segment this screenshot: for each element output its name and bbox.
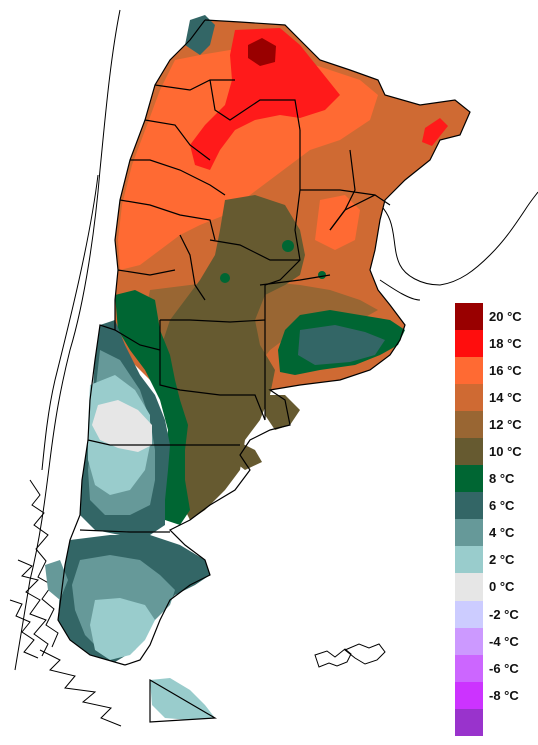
temperature-legend: 20 °C 18 °C 16 °C 14 °C 12 °C 10 °C 8 °C 6 °C 4 …: [455, 303, 535, 736]
legend-item: -4 °C: [455, 627, 535, 655]
malvinas-islands: [314, 643, 386, 668]
legend-swatch: [455, 654, 483, 682]
legend-item: 2 °C: [455, 546, 535, 574]
legend-item: 16 °C: [455, 357, 535, 385]
legend-label: -6 °C: [489, 660, 519, 676]
legend-label: 16 °C: [489, 363, 522, 379]
legend-swatch: [455, 411, 483, 439]
legend-swatch: [455, 627, 483, 655]
legend-swatch: [455, 519, 483, 547]
legend-item: -8 °C: [455, 681, 535, 709]
legend-label: 18 °C: [489, 336, 522, 352]
legend-item: 4 °C: [455, 519, 535, 547]
legend-item: 20 °C: [455, 303, 535, 331]
legend-swatch: [455, 681, 483, 709]
legend-label: 14 °C: [489, 390, 522, 406]
legend-swatch: [455, 357, 483, 385]
legend-swatch: [455, 600, 483, 628]
legend-item: -6 °C: [455, 654, 535, 682]
legend-swatch: [455, 492, 483, 520]
legend-label: 20 °C: [489, 309, 522, 325]
legend-item: 8 °C: [455, 465, 535, 493]
legend-swatch: [455, 303, 483, 331]
legend-swatch: [455, 465, 483, 493]
legend-label: 0 °C: [489, 579, 515, 595]
legend-swatch: [455, 330, 483, 358]
legend-label: 10 °C: [489, 444, 522, 460]
chile-outline: [9, 9, 122, 727]
legend-swatch: [455, 546, 483, 574]
legend-swatch: [455, 573, 483, 601]
legend-item: 14 °C: [455, 384, 535, 412]
legend-item: 0 °C: [455, 573, 535, 601]
legend-item: [455, 708, 535, 736]
legend-label: -2 °C: [489, 606, 519, 622]
legend-label: 8 °C: [489, 471, 515, 487]
legend-item: 18 °C: [455, 330, 535, 358]
legend-label: 12 °C: [489, 417, 522, 433]
legend-label: 4 °C: [489, 525, 515, 541]
legend-label: -8 °C: [489, 687, 519, 703]
legend-swatch: [455, 708, 483, 736]
legend-label: 2 °C: [489, 552, 515, 568]
neighbor-coast: [374, 191, 538, 301]
legend-label: 6 °C: [489, 498, 515, 514]
legend-item: -2 °C: [455, 600, 535, 628]
legend-label: -4 °C: [489, 633, 519, 649]
legend-swatch: [455, 384, 483, 412]
temperature-field: [45, 15, 470, 720]
legend-item: 6 °C: [455, 492, 535, 520]
province-borders: [57, 19, 471, 723]
legend-swatch: [455, 438, 483, 466]
legend-item: 12 °C: [455, 411, 535, 439]
legend-item: 10 °C: [455, 438, 535, 466]
